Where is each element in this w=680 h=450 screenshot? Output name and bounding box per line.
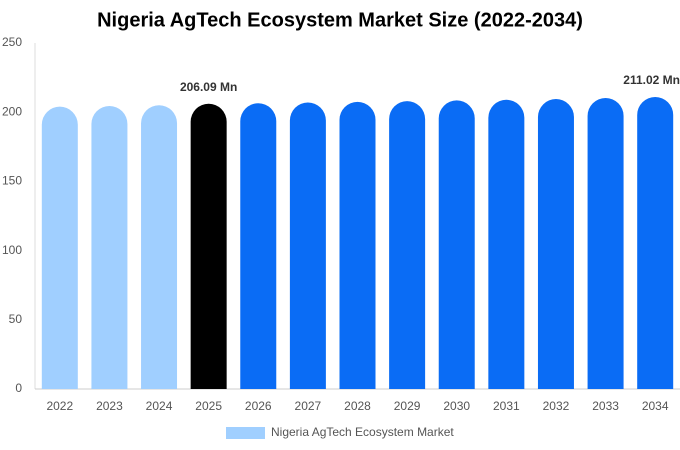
bar xyxy=(537,99,574,389)
x-tick-label: 2031 xyxy=(493,399,520,413)
x-tick-label: 2032 xyxy=(543,399,570,413)
bar xyxy=(41,106,78,389)
bar xyxy=(389,101,426,390)
y-tick-label: 150 xyxy=(2,174,22,188)
y-tick-label: 100 xyxy=(2,243,22,257)
bar xyxy=(289,102,326,390)
chart-title: Nigeria AgTech Ecosystem Market Size (20… xyxy=(97,9,583,31)
bar xyxy=(488,99,525,389)
bar xyxy=(91,105,128,390)
value-label: 206.09 Mn xyxy=(180,80,237,94)
x-tick-label: 2030 xyxy=(443,399,470,413)
y-tick-label: 0 xyxy=(15,381,22,395)
x-tick-label: 2022 xyxy=(46,399,73,413)
x-tick-label: 2025 xyxy=(195,399,222,413)
legend-label: Nigeria AgTech Ecosystem Market xyxy=(271,425,454,439)
bar xyxy=(190,103,227,390)
x-tick-label: 2034 xyxy=(642,399,669,413)
x-tick-label: 2029 xyxy=(394,399,421,413)
bar xyxy=(637,96,674,390)
bar xyxy=(240,103,277,389)
x-tick-label: 2023 xyxy=(96,399,123,413)
bar xyxy=(339,101,376,389)
legend-swatch xyxy=(226,427,265,439)
x-tick-label: 2028 xyxy=(344,399,371,413)
bar xyxy=(587,97,624,389)
y-tick-label: 250 xyxy=(2,35,22,49)
y-tick-label: 200 xyxy=(2,104,22,118)
bar xyxy=(141,105,178,390)
value-label: 211.02 Mn xyxy=(623,73,680,87)
bar xyxy=(438,100,475,389)
x-tick-label: 2026 xyxy=(245,399,272,413)
x-tick-label: 2024 xyxy=(146,399,173,413)
x-tick-label: 2033 xyxy=(592,399,619,413)
y-tick-label: 50 xyxy=(9,312,23,326)
x-tick-label: 2027 xyxy=(295,399,322,413)
